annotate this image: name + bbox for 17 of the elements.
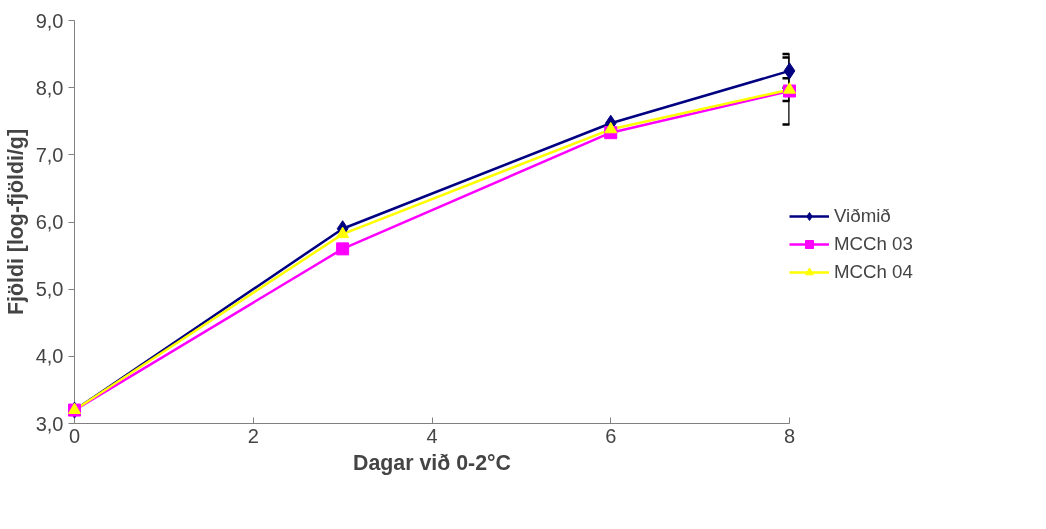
y-tick-label: 9,0 — [35, 9, 64, 32]
x-tick-label: 6 — [605, 424, 617, 447]
y-axis-title: Fjöldi [log-fjöldi/g] — [3, 129, 28, 315]
x-axis-title: Dagar við 0-2°C — [353, 450, 511, 475]
x-tick-label: 2 — [247, 424, 259, 447]
y-tick-label: 8,0 — [35, 76, 64, 99]
x-tick-label: 8 — [783, 424, 796, 447]
x-tick-label: 4 — [426, 424, 438, 447]
legend-label: MCCh 03 — [834, 233, 913, 255]
legend-label: MCCh 04 — [834, 261, 913, 283]
y-tick-label: 6,0 — [35, 211, 64, 233]
y-tick-label: 4,0 — [35, 345, 64, 368]
x-tick-label: 0 — [68, 424, 81, 447]
y-tick-label: 3,0 — [35, 412, 64, 435]
y-tick-label: 7,0 — [35, 143, 64, 166]
legend-label: Viðmið — [834, 205, 891, 227]
y-tick-label: 5,0 — [35, 278, 64, 301]
